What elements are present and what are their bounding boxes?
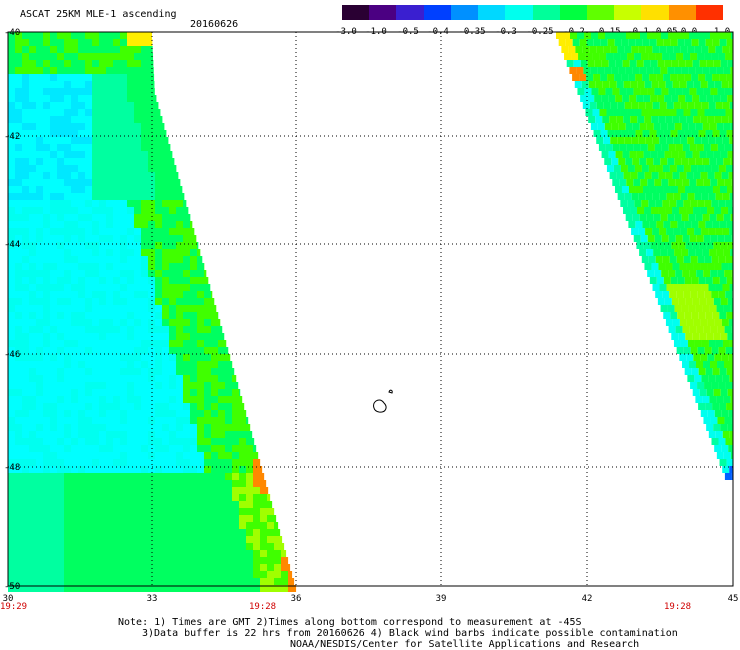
latitude-label: -48: [4, 463, 20, 473]
longitude-label: 42: [582, 594, 593, 604]
longitude-label: 30: [3, 594, 14, 604]
color-scale-swatch: [478, 5, 506, 20]
color-scale-swatch: [532, 5, 560, 20]
time-label: 19:28: [249, 602, 276, 612]
latitude-label: -42: [4, 132, 20, 142]
color-scale-swatch: [668, 5, 696, 20]
swath-left: [8, 32, 297, 592]
color-scale-swatch: [423, 5, 451, 20]
lat-lon-grid: [8, 32, 733, 586]
color-scale-swatch: [450, 5, 479, 20]
time-label: 19:28: [664, 602, 691, 612]
map-frame: [7, 31, 734, 587]
color-scale-swatch: [559, 5, 587, 20]
color-scale-swatch: [614, 5, 642, 20]
latitude-label: -40: [4, 28, 20, 38]
color-scale-swatch: [586, 5, 615, 20]
note-line-1: Note: 1) Times are GMT 2)Times along bot…: [118, 617, 582, 628]
latitude-label: -46: [4, 350, 20, 360]
latitude-label: -44: [4, 240, 20, 250]
note-line-3: NOAA/NESDIS/Center for Satellite Applica…: [290, 639, 640, 650]
color-scale-swatch: [342, 5, 370, 20]
longitude-label: 39: [436, 594, 447, 604]
longitude-label: 45: [728, 594, 739, 604]
time-label: 19:29: [0, 602, 27, 612]
note-line-2: 3)Data buffer is 22 hrs from 20160626 4)…: [142, 628, 678, 639]
color-scale-swatch: [641, 5, 669, 20]
color-scale-swatch: [369, 5, 397, 20]
color-scale-bar: [342, 5, 724, 20]
color-scale-swatch: [396, 5, 424, 20]
color-scale-swatch: [505, 5, 533, 20]
swath-right: [556, 32, 733, 480]
map-date: 20160626: [190, 19, 239, 30]
color-scale-swatch: [695, 5, 724, 20]
map-title: ASCAT 25KM MLE-1 ascending: [20, 9, 177, 20]
longitude-label: 36: [291, 594, 302, 604]
longitude-label: 33: [147, 594, 158, 604]
island-outline: [373, 389, 393, 413]
latitude-label: -50: [4, 582, 20, 592]
